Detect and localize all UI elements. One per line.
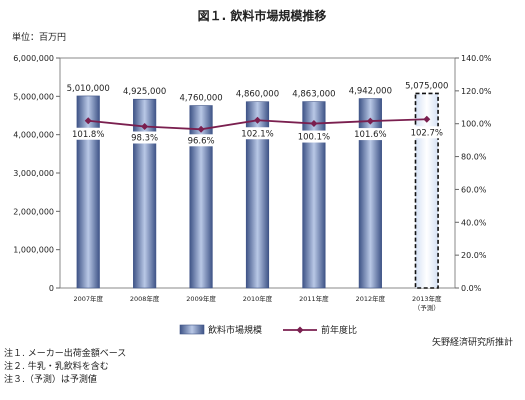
x-tick-label: 2010年度: [243, 294, 273, 303]
x-tick-label: 2009年度: [186, 294, 216, 303]
ratio-label: 98.3%: [131, 134, 158, 144]
legend-line-label: 前年度比: [321, 324, 357, 336]
bar-value-label: 4,760,000: [179, 94, 222, 104]
bar: [302, 101, 326, 289]
bar: [76, 95, 100, 289]
legend-bar-label: 飲料市場規模: [208, 324, 262, 336]
bar: [133, 98, 157, 289]
ratio-label: 96.6%: [188, 136, 215, 146]
ratio-label-bg: [240, 127, 275, 140]
source-label: 矢野経済研究所推計: [432, 336, 513, 348]
ratio-label: 101.8%: [72, 130, 104, 140]
ratio-label: 102.7%: [411, 128, 443, 138]
chart-title: 図１. 飲料市場規模推移: [198, 8, 327, 23]
bar-value-label: 5,075,000: [405, 81, 448, 91]
ratio-label: 102.1%: [241, 129, 273, 139]
x-tick-sublabel: （予測）: [414, 303, 440, 312]
bar-value-label: 4,860,000: [236, 90, 279, 100]
y-right-tick-label: 0.0%: [461, 284, 482, 293]
note-1: 注１. メーカー出荷金額ベース: [4, 349, 127, 359]
x-tick-label: 2007年度: [73, 294, 103, 303]
y-right-tick-label: 20.0%: [461, 251, 487, 260]
ratio-marker: [84, 117, 92, 125]
ratio-marker: [310, 120, 318, 128]
x-tick-label: 2008年度: [130, 294, 160, 303]
y-left-tick-label: 0: [49, 284, 54, 293]
y-right-tick-label: 40.0%: [461, 218, 487, 227]
legend-line-marker: [296, 326, 304, 334]
ratio-marker: [366, 117, 374, 125]
ratio-marker: [197, 125, 205, 133]
ratio-marker: [141, 123, 149, 131]
bar: [245, 101, 270, 289]
bar-forecast: [414, 92, 439, 289]
bar: [189, 105, 213, 289]
legend-bar-swatch: [179, 324, 205, 335]
y-left-tick-label: 1,000,000: [13, 246, 54, 255]
y-left-tick-label: 4,000,000: [13, 131, 54, 140]
ratio-label: 100.1%: [298, 133, 330, 143]
y-left-tick-label: 3,000,000: [13, 169, 54, 178]
bar-value-label: 4,925,000: [123, 87, 166, 97]
ratio-label-bg: [409, 126, 444, 139]
y-right-tick-label: 100.0%: [461, 120, 492, 129]
ratio-label: 101.6%: [354, 130, 386, 140]
y-left-tick-label: 6,000,000: [13, 54, 54, 63]
y-left-tick-label: 5,000,000: [13, 92, 54, 101]
ratio-marker: [423, 115, 431, 123]
x-tick-label: 2012年度: [356, 294, 386, 303]
note-3: 注３.（予測）は予測値: [4, 375, 97, 385]
bar-value-label: 4,942,000: [349, 87, 392, 97]
y-right-tick-label: 80.0%: [461, 153, 487, 162]
y-left-tick-label: 2,000,000: [13, 207, 54, 216]
ratio-label-bg: [353, 128, 388, 141]
note-2: 注２. 牛乳・乳飲料を含む: [4, 362, 109, 372]
unit-label: 単位：百万円: [12, 31, 66, 43]
bar: [358, 98, 382, 289]
y-right-tick-label: 60.0%: [461, 185, 487, 194]
ratio-label-bg: [296, 130, 331, 143]
ratio-label-bg: [127, 131, 162, 144]
y-right-tick-label: 120.0%: [461, 87, 492, 96]
x-tick-label: 2011年度: [299, 294, 329, 303]
y-right-tick-label: 140.0%: [461, 54, 492, 63]
bar-value-label: 4,863,000: [292, 90, 335, 100]
ratio-marker: [254, 116, 261, 124]
bar-value-label: 5,010,000: [67, 84, 110, 94]
ratio-label-bg: [71, 127, 106, 140]
notes: 注１. メーカー出荷金額ベース 注２. 牛乳・乳飲料を含む 注３.（予測）は予測…: [4, 348, 126, 387]
x-tick-label: 2013年度: [412, 294, 442, 303]
ratio-label-bg: [184, 134, 219, 147]
